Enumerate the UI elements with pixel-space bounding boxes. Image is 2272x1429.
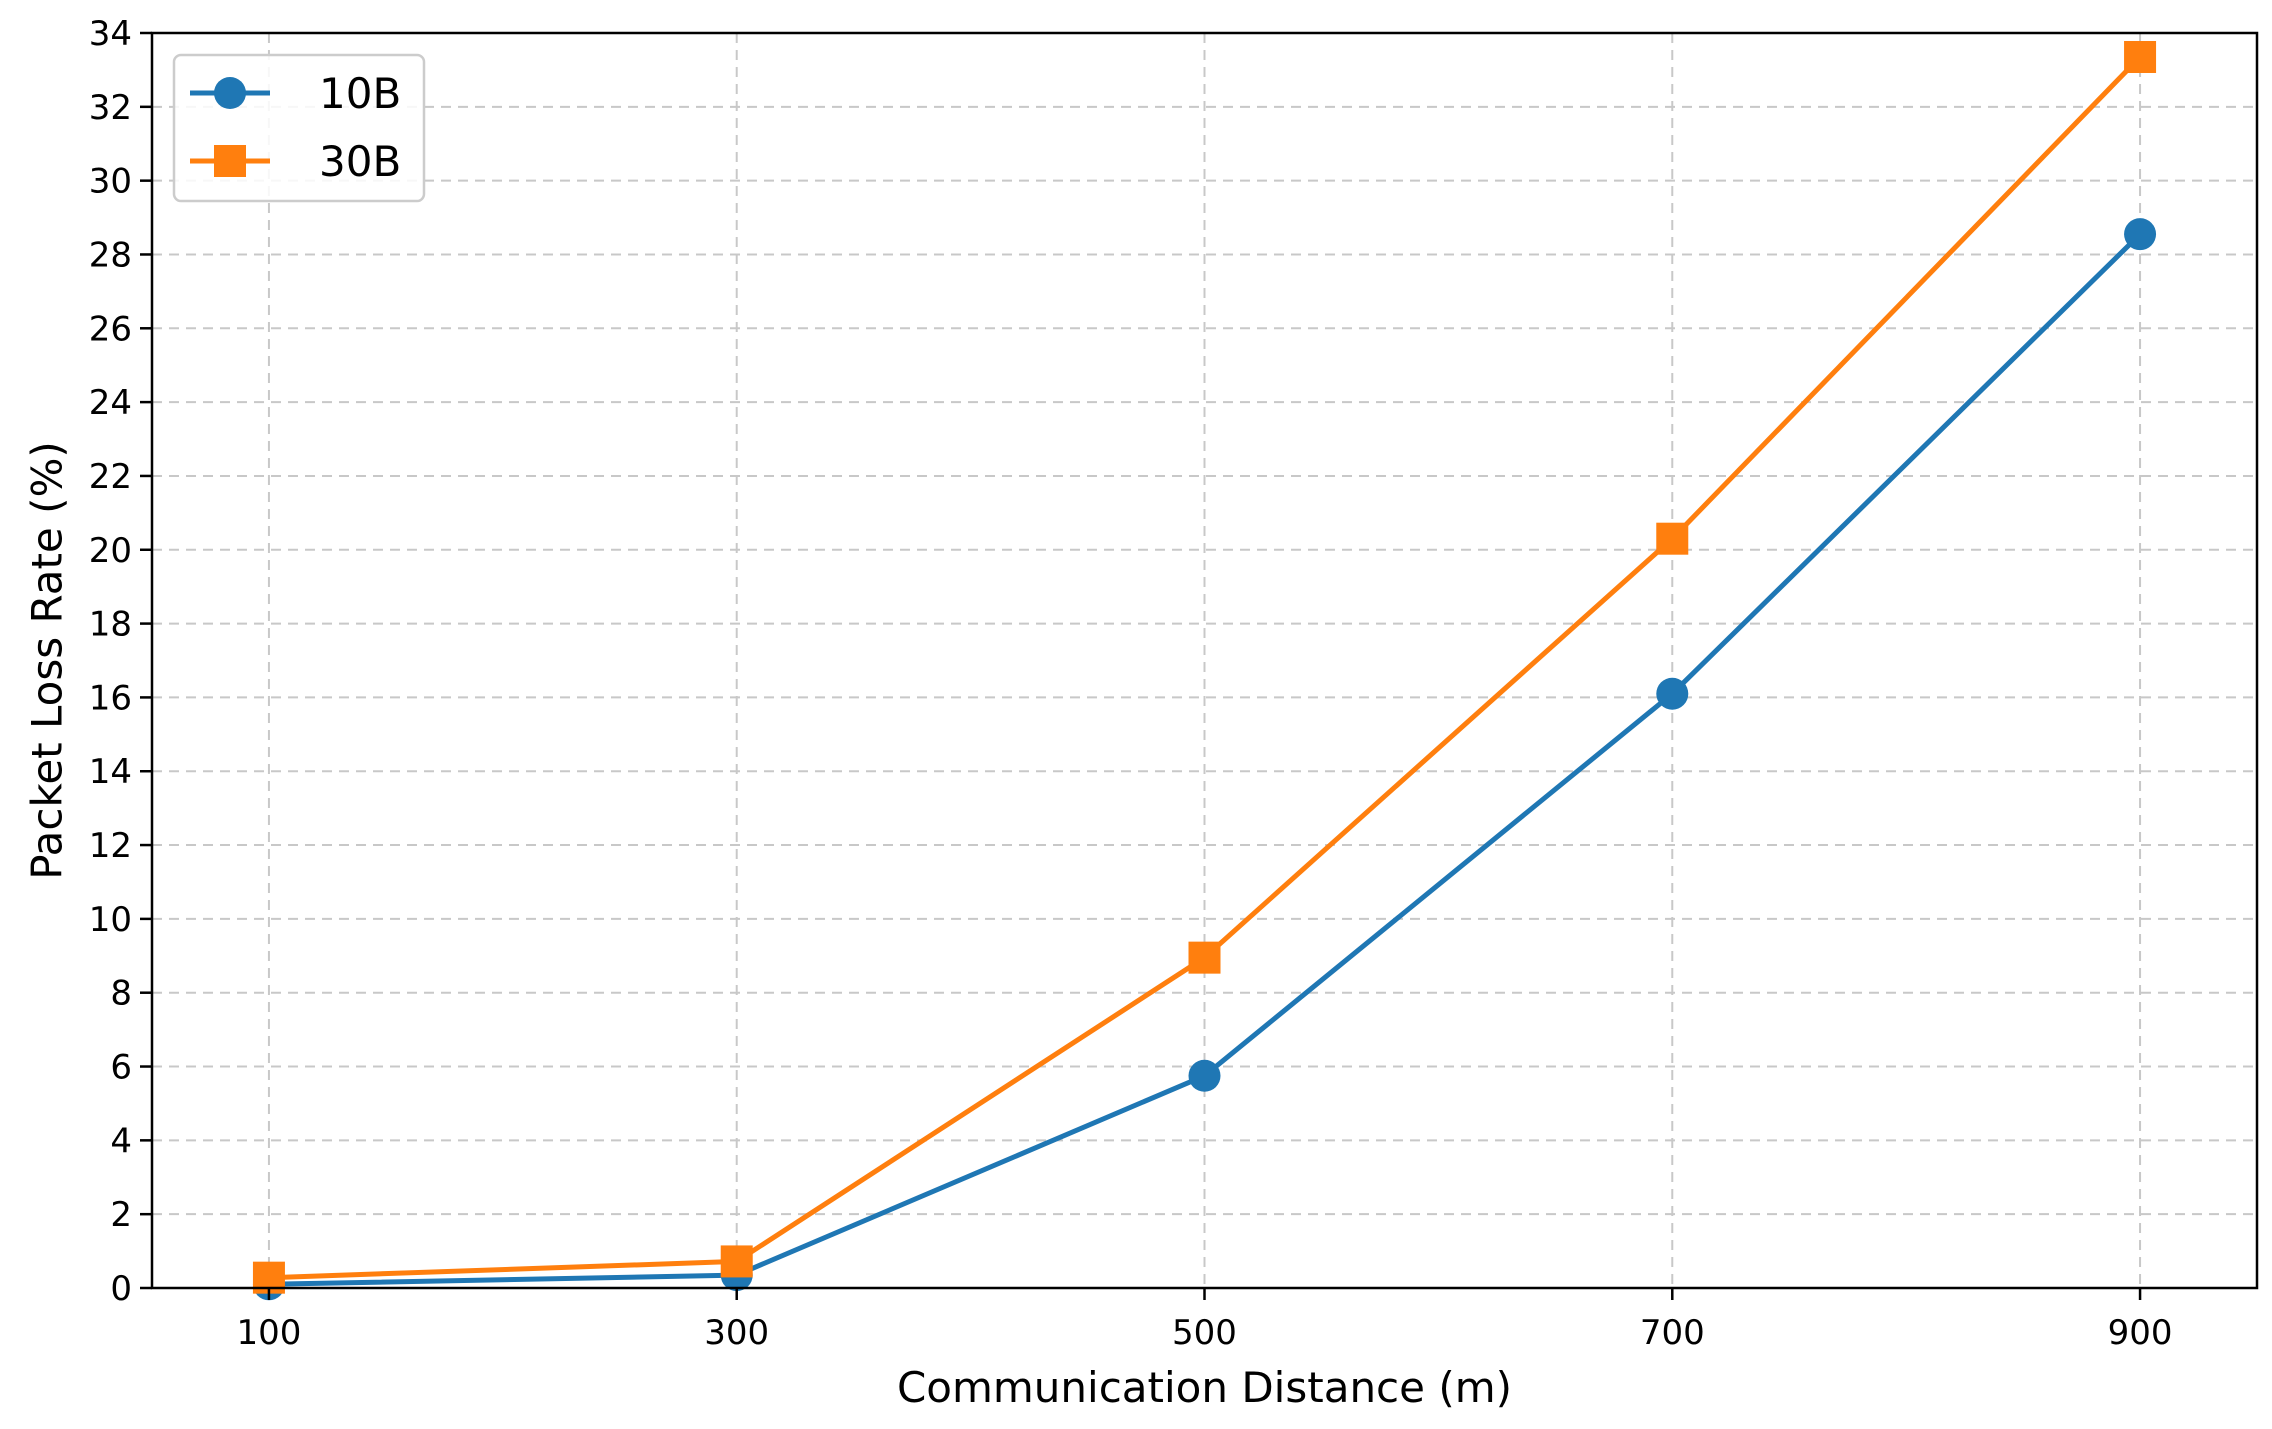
- y-tick-label: 16: [89, 678, 132, 718]
- y-tick-label: 2: [110, 1195, 132, 1235]
- legend-item-30B: 30B: [190, 137, 401, 186]
- y-tick-label: 20: [89, 531, 132, 571]
- data-point-30B: [1188, 941, 1221, 974]
- legend-label: 10B: [319, 69, 401, 118]
- y-tick-label: 6: [110, 1048, 132, 1088]
- legend-label: 30B: [319, 137, 401, 186]
- y-tick-label: 18: [89, 605, 132, 645]
- x-axis: 100 300 500 700 900: [236, 1288, 2173, 1353]
- legend-item-10B: 10B: [190, 69, 401, 118]
- y-tick-label: 24: [89, 383, 132, 423]
- data-point-10B: [2124, 218, 2157, 251]
- y-tick-label: 12: [89, 826, 132, 866]
- y-tick-label: 8: [110, 974, 132, 1014]
- series-layer: [252, 40, 2157, 1301]
- x-tick-label: 500: [1172, 1313, 1237, 1353]
- y-tick-label: 30: [89, 162, 132, 202]
- y-axis-label: Packet Loss Rate (%): [23, 441, 72, 880]
- x-tick-label: 900: [2108, 1313, 2173, 1353]
- legend-marker: [214, 145, 246, 177]
- y-tick-label: 4: [110, 1121, 132, 1161]
- data-point-30B: [1656, 522, 1689, 555]
- y-tick-label: 22: [89, 457, 132, 497]
- y-tick-label: 28: [89, 235, 132, 275]
- y-tick-label: 32: [89, 88, 132, 128]
- y-tick-label: 14: [89, 752, 132, 792]
- x-tick-label: 300: [704, 1313, 769, 1353]
- y-tick-label: 34: [89, 14, 132, 54]
- data-point-10B: [1656, 677, 1689, 710]
- x-axis-label: Communication Distance (m): [897, 1363, 1512, 1412]
- data-point-30B: [720, 1245, 753, 1278]
- x-tick-label: 700: [1640, 1313, 1705, 1353]
- y-tick-label: 0: [110, 1269, 132, 1309]
- data-point-10B: [1188, 1059, 1221, 1092]
- legend-marker: [214, 77, 246, 109]
- data-point-30B: [2124, 40, 2157, 73]
- y-tick-label: 26: [89, 309, 132, 349]
- grid: [152, 33, 2257, 1288]
- x-tick-label: 100: [236, 1313, 301, 1353]
- y-tick-label: 10: [89, 900, 132, 940]
